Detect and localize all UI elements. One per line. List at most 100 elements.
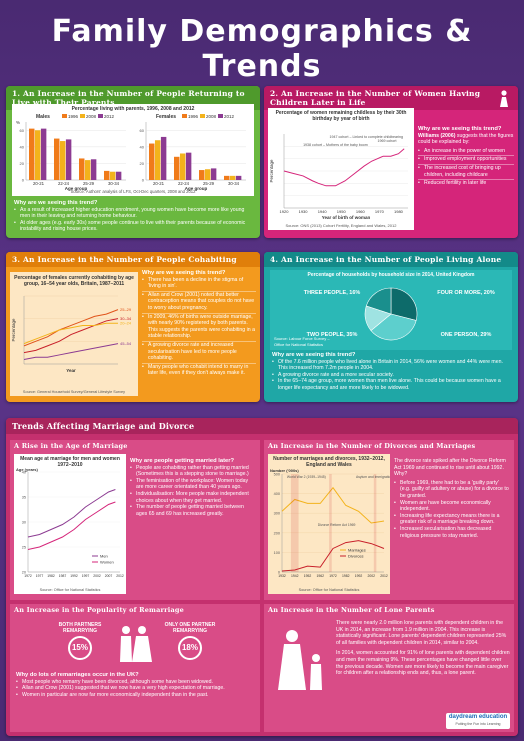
- bullet: Women are have become economically indep…: [394, 500, 510, 513]
- series-line: [23, 322, 118, 345]
- intro-author: Williams (2006): [418, 132, 456, 139]
- panel-subtitle: Females: [156, 114, 176, 120]
- annotation: Divorce Reform Act 1969: [318, 523, 356, 527]
- chart-households: Percentage of households by household si…: [270, 270, 512, 350]
- bar: [229, 175, 236, 180]
- chart-source: Source: General Household Survey/General…: [22, 390, 126, 394]
- chart-title: Percentage of women remaining childless …: [275, 110, 407, 122]
- bar: [174, 156, 180, 180]
- bar: [34, 130, 41, 180]
- x-tick-label: 1920: [280, 209, 290, 214]
- series-label: 25–29: [120, 307, 132, 312]
- pct-one: 18%: [178, 636, 202, 660]
- x-tick-label: 22-24: [58, 181, 70, 186]
- x-tick-label: 2002: [93, 574, 101, 578]
- intro-text: suggests that the figures could be expla…: [418, 132, 514, 146]
- chart-title: Percentage of females currently cohabiti…: [14, 275, 134, 287]
- y-axis-label: %: [16, 120, 20, 125]
- x-tick-label: 2007: [105, 574, 113, 578]
- legend-label: 2008: [86, 114, 97, 119]
- legend-swatch: [98, 114, 103, 118]
- pie-slice: [370, 313, 417, 341]
- sub-heading: An Increase in the Number of Divorces an…: [268, 442, 476, 450]
- annotation: 1938 cohort – Mothers of the baby boom: [303, 143, 368, 147]
- lone-para-2: In 2014, women accounted for 91% of lone…: [336, 650, 510, 677]
- legend-label: Women: [100, 560, 114, 565]
- chart-source: Source: Labour Force Survey – Office for…: [274, 336, 330, 347]
- bar: [59, 141, 66, 180]
- bar: [54, 138, 60, 180]
- annotation: World War 2 (1939–1945): [287, 475, 326, 479]
- page-title: Family Demographics & Trends: [51, 14, 473, 84]
- legend-label: 2008: [206, 114, 217, 119]
- x-tick-label: 20-21: [33, 181, 45, 186]
- line-chart: 1920 1930 1940 1950 1960 1970 1980 Year of birt…: [269, 134, 408, 220]
- legend-label: Divorces: [348, 554, 364, 559]
- bullet: An increase in the power of women: [418, 148, 514, 157]
- bar: [235, 175, 242, 180]
- intro: Williams (2006) suggests that the figure…: [418, 133, 514, 146]
- bullet: A growing divorce rate and a more secula…: [272, 372, 512, 379]
- bar: [84, 160, 91, 180]
- label-one: Only one partner remarrying: [164, 622, 216, 634]
- sub-age-marriage: A Rise in the Age of Marriage Mean age a…: [10, 440, 260, 600]
- y-axis-label: Age (years): [16, 467, 38, 472]
- bullet: Increased secularisation has decreased r…: [394, 526, 510, 539]
- y-axis-label: Percentage: [269, 159, 274, 183]
- series-line: [281, 540, 385, 572]
- bullet: Reduced fertility in later life: [418, 180, 514, 187]
- y-tick-label: 500: [274, 473, 280, 477]
- why-block: The divorce rate spiked after the Divorc…: [394, 458, 510, 539]
- bar: [160, 136, 167, 180]
- x-axis-label: Age group: [65, 186, 88, 191]
- legend-label: Marriages: [348, 548, 366, 553]
- bar: [79, 158, 85, 180]
- legend-label: 2012: [104, 114, 115, 119]
- bullet: Increasing life expectancy means there i…: [394, 513, 510, 526]
- y-tick-label: 60: [140, 128, 145, 133]
- x-tick-label: 22-24: [178, 181, 190, 186]
- x-tick-label: 25-29: [203, 181, 215, 186]
- chart-source: Source: Office for National Statistics: [39, 588, 101, 592]
- why-heading: Why do lots of remarriages occur in the …: [16, 672, 139, 678]
- annotation: Asylum and Immigration Act 2004: [356, 475, 390, 479]
- bullet: In 2009, 46% of births were outside marr…: [142, 314, 256, 342]
- chart-title: Number of marriages and divorces, 1932–2…: [273, 456, 385, 468]
- bullet: At older ages (e.g. early 30s) some peop…: [14, 220, 254, 233]
- chart-childless: Percentage of women remaining childless …: [268, 108, 414, 230]
- y-tick-label: 60: [20, 128, 25, 133]
- x-tick-label: 30-34: [228, 181, 240, 186]
- lone-text: There were nearly 2.0 million lone paren…: [336, 620, 510, 677]
- bullet: Many people who cohabit intend to marry …: [142, 364, 256, 377]
- bullet: The number of people getting married bet…: [130, 504, 256, 517]
- chart-source: Source: Office for National Statistics: [298, 588, 360, 592]
- bullet: Women in particular are now far more eco…: [16, 692, 256, 699]
- bullet: In the 65–74 age group, more women than …: [272, 378, 512, 391]
- x-tick-label: 2002: [367, 574, 375, 578]
- series-line: [23, 343, 119, 360]
- y-tick-label: 0: [142, 178, 145, 183]
- annotation-band: [373, 474, 377, 572]
- x-tick-label: 1930: [299, 209, 309, 214]
- panel-living-alone: 4. An Increase in the Number of People L…: [264, 252, 518, 402]
- lone-para-1: There were nearly 2.0 million lone paren…: [336, 620, 507, 646]
- pct-both: 15%: [68, 636, 92, 660]
- legend-label: Men: [100, 554, 108, 559]
- series-line: [23, 309, 119, 347]
- bullet: The feminisation of the workplace: Women…: [130, 478, 256, 491]
- x-tick-label: 1970: [375, 209, 385, 214]
- bullet: Individualisation: More people make inde…: [130, 491, 256, 504]
- x-tick-label: 1987: [59, 574, 67, 578]
- x-axis-label: Age group: [185, 186, 208, 191]
- y-tick-label: 35: [22, 496, 26, 500]
- sub-heading: An Increase in the Popularity of Remarri…: [14, 606, 184, 614]
- bar: [90, 159, 97, 180]
- bar: [65, 139, 72, 180]
- bullet: As a result of increased higher educatio…: [14, 207, 254, 220]
- bullet: Allan and Crow (2001) noted that better …: [142, 292, 256, 314]
- div-intro: The divorce rate spiked after the Divorc…: [394, 458, 506, 478]
- x-tick-label: 1932: [278, 574, 286, 578]
